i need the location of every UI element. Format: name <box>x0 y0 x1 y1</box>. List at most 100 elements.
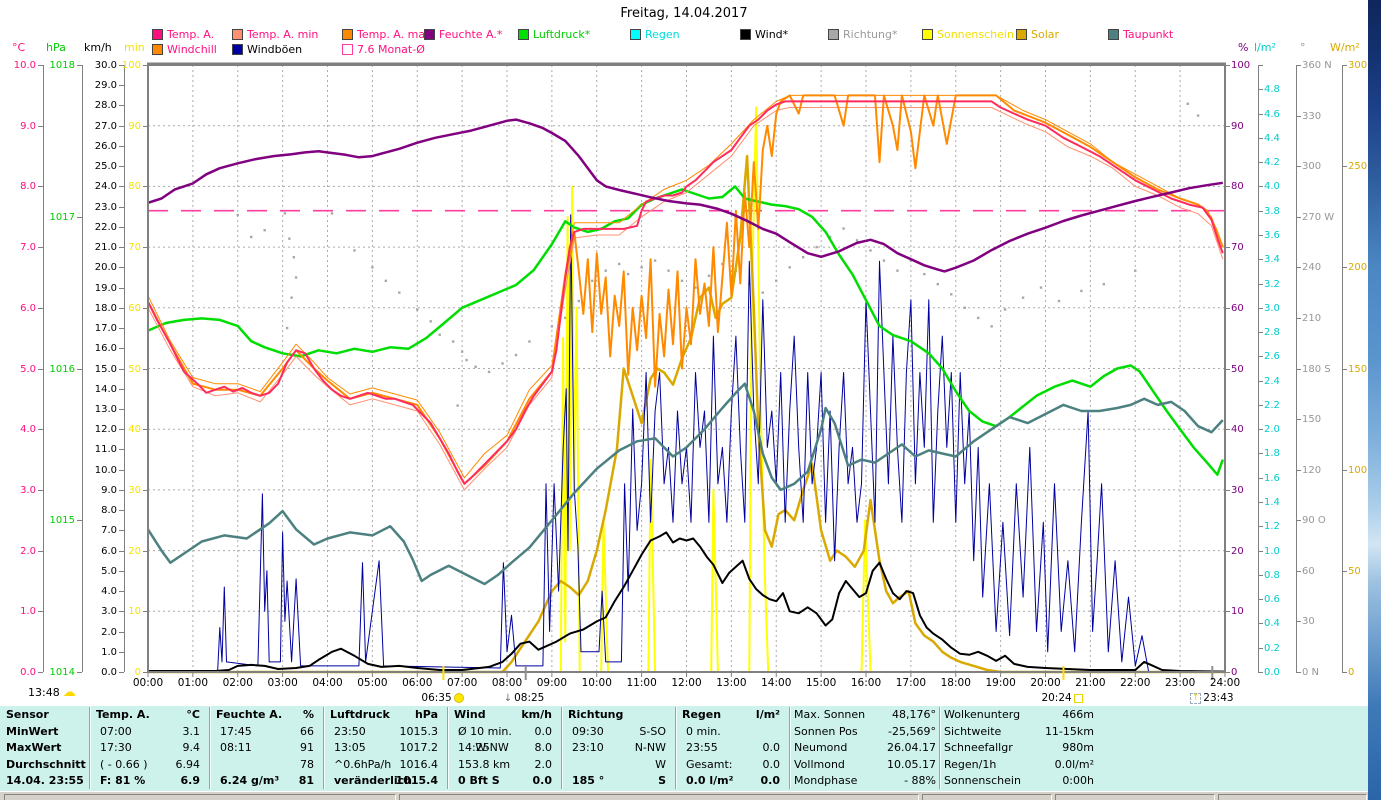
table-cell: S <box>658 774 666 787</box>
legend-swatch-regen-icon <box>630 28 641 40</box>
axis-label-kmh: 25.0 <box>94 161 117 173</box>
axis-label-lm2: 3.8 <box>1264 205 1280 217</box>
legend-item-richtung[interactable]: Richtung* <box>828 28 897 41</box>
axis-tick <box>1258 429 1263 431</box>
status-bar-segment <box>4 794 396 800</box>
x-axis-label: 02:00 <box>222 677 253 689</box>
table-cell: Sichtweite <box>944 724 1002 738</box>
legend-item-windchill[interactable]: Windchill <box>152 42 217 56</box>
axis-tick <box>77 216 82 218</box>
axis-label-kmh: 19.0 <box>94 282 117 294</box>
axis-tick <box>143 611 148 613</box>
axis-label-lm2: 0.8 <box>1264 569 1280 581</box>
axis-tick <box>1258 477 1263 479</box>
legend-item-temp-a-min[interactable]: Temp. A. min <box>232 27 319 41</box>
table-cell: Regen/1h <box>944 757 997 771</box>
axis-tick <box>38 489 43 491</box>
legend-item-temp-a[interactable]: Temp. A. <box>152 28 214 41</box>
axis-label-lm2: 0.4 <box>1264 618 1280 630</box>
axis-tick <box>1258 307 1263 309</box>
legend-item-sonnenschein[interactable]: Sonnenschein <box>922 28 1014 41</box>
axis-unit-lm2: l/m² <box>1254 41 1276 54</box>
sun-time-label: 13:48 <box>28 686 60 699</box>
table-cell: 13:05 <box>334 741 366 754</box>
table-cell: 14.04. 23:55 <box>6 774 84 787</box>
legend-item-taupunkt[interactable]: Taupunkt <box>1108 28 1173 41</box>
axis-line-lm2 <box>1258 65 1259 672</box>
legend-label: Windchill <box>167 42 217 56</box>
axis-label-lm2: 2.4 <box>1264 375 1280 387</box>
table-cell: Wind <box>454 708 486 721</box>
axis-label-c: 10.0 <box>13 60 36 71</box>
axis-tick <box>119 611 124 613</box>
axis-tick <box>1342 267 1347 269</box>
axis-tick <box>1225 672 1230 673</box>
table-cell: Gesamt: <box>686 757 733 771</box>
axis-label-hpa: 1017 <box>49 211 75 223</box>
legend-label: Temp. A. min <box>247 27 319 41</box>
table-cell: % <box>302 708 314 721</box>
axis-tick <box>1342 368 1347 370</box>
x-axis-label: 12:00 <box>671 677 702 689</box>
x-axis-label: 05:00 <box>357 677 388 689</box>
legend-label: Temp. A. max <box>357 27 432 41</box>
axis-tick <box>38 65 43 66</box>
legend-item-7-6-monat[interactable]: 7.6 Monat-Ø <box>342 43 425 56</box>
axis-label-deg: 180 S <box>1302 363 1331 375</box>
axis-label-deg: 210 <box>1302 312 1322 324</box>
table-cell: 3.1 <box>182 724 201 738</box>
status-bar <box>0 791 1368 800</box>
table-cell: 6.94 <box>175 757 201 771</box>
axis-label-lm2: 3.4 <box>1264 254 1280 266</box>
axis-label-kmh: 18.0 <box>94 302 117 314</box>
axis-label-kmh: 29.0 <box>94 80 117 92</box>
series-feuchte-a <box>147 118 1223 273</box>
series-richtung <box>236 102 1200 409</box>
axis-label-lm2: 2.8 <box>1264 327 1280 339</box>
axis-label-deg: 120 <box>1302 464 1322 476</box>
axis-label-kmh: 17.0 <box>94 323 117 335</box>
axis-tick <box>1258 259 1263 261</box>
axis-tick <box>1225 550 1230 552</box>
legend-item-temp-a-max[interactable]: Temp. A. max <box>342 27 432 41</box>
axis-tick <box>119 186 124 188</box>
axis-label-deg: 240 <box>1302 262 1322 274</box>
axis-label-c: 3.0 <box>20 484 36 496</box>
legend-label: Wind* <box>755 27 789 41</box>
plot-area[interactable] <box>0 0 1368 706</box>
table-cell: 0.0 <box>532 774 553 787</box>
legend-item-feuchte-a[interactable]: Feuchte A.* <box>424 28 502 41</box>
axis-label-min: 80 <box>128 181 141 193</box>
table-cell: 6.24 g/m³ <box>220 774 280 787</box>
axis-tick <box>1296 570 1301 572</box>
x-axis-label: 23:00 <box>1164 677 1196 689</box>
axis-tick <box>1258 404 1263 406</box>
legend-swatch-temp-a-min-icon <box>232 28 243 40</box>
table-cell: W <box>655 757 666 771</box>
axis-tick <box>143 429 148 431</box>
axis-label-lm2: 3.2 <box>1264 278 1280 290</box>
table-cell: 0.0 <box>762 757 781 771</box>
legend-item-windb-en[interactable]: Windböen <box>232 43 302 56</box>
legend-item-luftdruck[interactable]: Luftdruck* <box>518 28 590 41</box>
axis-label-lm2: 0.0 <box>1264 667 1280 678</box>
axis-tick <box>119 85 124 87</box>
summary-table: Sensor MinWert MaxWert Durchschnitt 14.04. 2… <box>0 706 1368 791</box>
axis-tick <box>1296 166 1301 168</box>
axis-tick <box>119 631 124 633</box>
axis-tick <box>1225 307 1230 309</box>
legend-item-wind[interactable]: Wind* <box>740 27 789 41</box>
series-taupunkt <box>146 382 1224 586</box>
legend-item-solar[interactable]: Solar <box>1016 28 1059 41</box>
axis-label-kmh: 3.0 <box>101 606 117 618</box>
table-cell: Sonnenschein <box>944 774 1021 787</box>
axis-unit-c: °C <box>12 41 26 54</box>
axis-tick <box>1225 65 1230 66</box>
axis-label-kmh: 15.0 <box>94 363 117 375</box>
series-windchill <box>147 94 1224 485</box>
axis-tick <box>38 125 43 127</box>
axis-label-kmh: 22.0 <box>94 221 117 233</box>
legend-item-regen[interactable]: Regen <box>630 28 680 41</box>
axis-label-pct: 80 <box>1231 181 1244 193</box>
